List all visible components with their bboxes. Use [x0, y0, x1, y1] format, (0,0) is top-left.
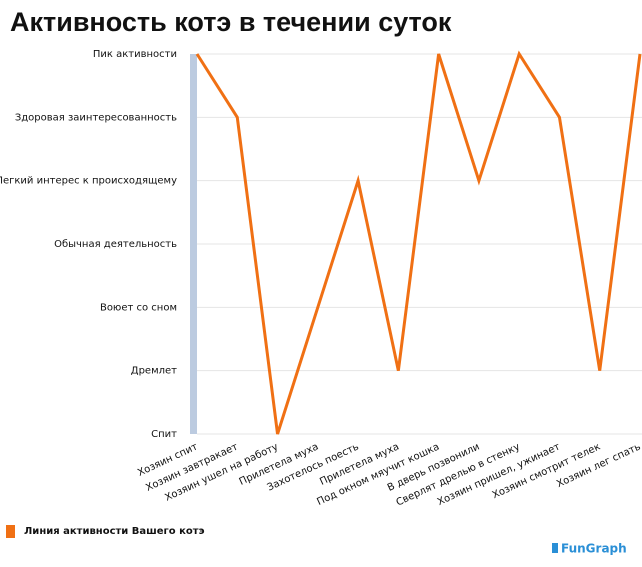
legend-swatch [6, 525, 15, 538]
y-tick-label: Спит [151, 429, 177, 440]
axis-band [190, 54, 197, 434]
y-tick-label: Здоровая заинтересованность [15, 112, 177, 123]
chart-title: Активность котэ в течении суток [10, 7, 452, 37]
y-tick-label: Дремлет [131, 366, 177, 377]
legend-label: Линия активности Вашего котэ [24, 526, 205, 537]
y-tick-label: Воюет со сном [100, 302, 177, 313]
y-tick-label: Пик активности [93, 49, 177, 60]
logo-icon [552, 543, 558, 553]
logo: FunGraph [561, 542, 627, 556]
line-series [195, 50, 642, 435]
y-tick-label: Обычная деятельность [54, 239, 177, 250]
y-tick-label: Легкий интерес к происходящему [0, 176, 177, 187]
